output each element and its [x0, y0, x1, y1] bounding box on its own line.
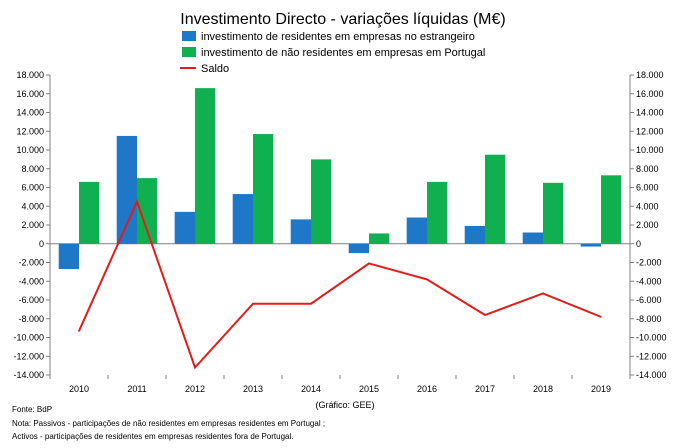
x-label-2015: 2015 [359, 384, 379, 394]
legend-label-residents: investimento de residentes em empresas n… [201, 31, 475, 43]
bar-nonresidents-2013 [253, 134, 274, 244]
y-tick-label-right: 10.000 [636, 145, 664, 155]
saldo-point-2018 [542, 292, 544, 295]
x-label-2012: 2012 [185, 384, 205, 394]
bar-nonresidents-2018 [543, 182, 564, 244]
legend-swatch-nonresidents [182, 47, 196, 57]
footnote-liabilities: Nota: Passivos - participações de não re… [12, 419, 325, 428]
line-layer [78, 198, 602, 370]
bar-residents-2010 [58, 243, 79, 270]
y-tick-label-right: 14.000 [636, 108, 664, 118]
saldo-point-2010 [78, 330, 80, 332]
x-label-2018: 2018 [533, 384, 553, 394]
legend-swatch-residents [182, 31, 196, 41]
chart-credit: (Gráfico: GEE) [315, 400, 374, 410]
y-tick-label-right: 6.000 [636, 183, 659, 193]
y-tick-label-left: -2.000 [18, 258, 44, 268]
bar-nonresidents-2012 [195, 88, 216, 244]
axes: -14.000 -14.000 -12.000 -12.000 -10.000 -10.0… [13, 70, 666, 380]
y-tick-label-right: -6.000 [636, 295, 662, 305]
y-tick-label-left: -10.000 [13, 333, 44, 343]
y-tick-label-right: 18.000 [636, 70, 664, 80]
x-label-2016: 2016 [417, 384, 437, 394]
saldo-point-2014 [310, 302, 312, 305]
y-tick-label-right: 8.000 [636, 164, 659, 174]
y-tick-label-left: 2.000 [21, 220, 44, 230]
y-tick-label-left: -8.000 [18, 314, 44, 324]
bar-nonresidents-2011 [137, 178, 158, 244]
saldo-point-2013 [252, 302, 254, 305]
bar-residents-2011 [116, 135, 137, 244]
y-tick-label-right: 2.000 [636, 220, 659, 230]
saldo-point-2011 [136, 200, 138, 203]
saldo-point-2017 [484, 314, 486, 316]
chart-title: Investimento Directo - variações líquida… [180, 11, 505, 28]
saldo-point-2012 [194, 366, 196, 369]
x-label-2019: 2019 [591, 384, 611, 394]
bar-residents-2016 [406, 217, 427, 244]
y-tick-label-left: 0 [39, 239, 44, 249]
bar-residents-2019 [580, 243, 601, 247]
legend: investimento de residentes em empresas n… [180, 31, 485, 75]
bar-nonresidents-2019 [601, 175, 622, 244]
saldo-point-2016 [426, 278, 428, 281]
y-tick-label-left: 18.000 [16, 70, 44, 80]
bar-residents-2017 [464, 225, 485, 244]
bar-nonresidents-2016 [427, 181, 448, 244]
bar-nonresidents-2015 [369, 233, 390, 244]
y-tick-label-left: 16.000 [16, 89, 44, 99]
x-label-2010: 2010 [69, 384, 89, 394]
y-tick-label-left: -6.000 [18, 295, 44, 305]
saldo-point-2019 [600, 316, 602, 318]
y-tick-label-left: 8.000 [21, 164, 44, 174]
y-tick-label-left: -12.000 [13, 351, 44, 361]
x-label-2017: 2017 [475, 384, 495, 394]
y-tick-label-right: -4.000 [636, 276, 662, 286]
y-tick-label-left: 4.000 [21, 201, 44, 211]
y-tick-label-right: -2.000 [636, 258, 662, 268]
bar-nonresidents-2014 [311, 159, 332, 244]
footnote-assets: Activos - participações de residentes em… [12, 432, 293, 441]
x-label-2013: 2013 [243, 384, 263, 394]
bar-residents-2013 [232, 194, 253, 244]
bar-residents-2015 [348, 243, 369, 254]
x-axis-labels: 2010 2011 2012 2013 2014 2015 2016 2017 2018 2019 [69, 384, 611, 394]
y-tick-label-right: 16.000 [636, 89, 664, 99]
source-note: Fonte: BdP [12, 405, 52, 414]
saldo-point-2015 [368, 262, 370, 265]
y-tick-label-right: -14.000 [636, 370, 667, 380]
legend-label-saldo: Saldo [201, 63, 229, 75]
y-tick-label-left: -14.000 [13, 370, 44, 380]
bar-residents-2018 [522, 232, 543, 244]
y-tick-label-left: 12.000 [16, 126, 44, 136]
y-tick-label-left: 10.000 [16, 145, 44, 155]
y-tick-label-left: 14.000 [16, 108, 44, 118]
y-tick-label-left: -4.000 [18, 276, 44, 286]
y-tick-label-right: -12.000 [636, 351, 667, 361]
bars [58, 88, 622, 270]
x-label-2014: 2014 [301, 384, 321, 394]
bar-residents-2012 [174, 211, 195, 244]
y-tick-label-right: 4.000 [636, 201, 659, 211]
y-tick-label-right: -10.000 [636, 333, 667, 343]
bar-nonresidents-2010 [79, 181, 100, 244]
bar-nonresidents-2017 [485, 154, 506, 244]
legend-label-nonresidents: investimento de não residentes em empres… [201, 47, 485, 59]
x-label-2011: 2011 [127, 384, 146, 394]
saldo-line [78, 198, 602, 370]
y-tick-label-right: -8.000 [636, 314, 662, 324]
bar-residents-2014 [290, 219, 311, 244]
y-tick-label-right: 12.000 [636, 126, 664, 136]
y-tick-label-left: 6.000 [21, 183, 44, 193]
y-tick-label-right: 0 [636, 239, 641, 249]
